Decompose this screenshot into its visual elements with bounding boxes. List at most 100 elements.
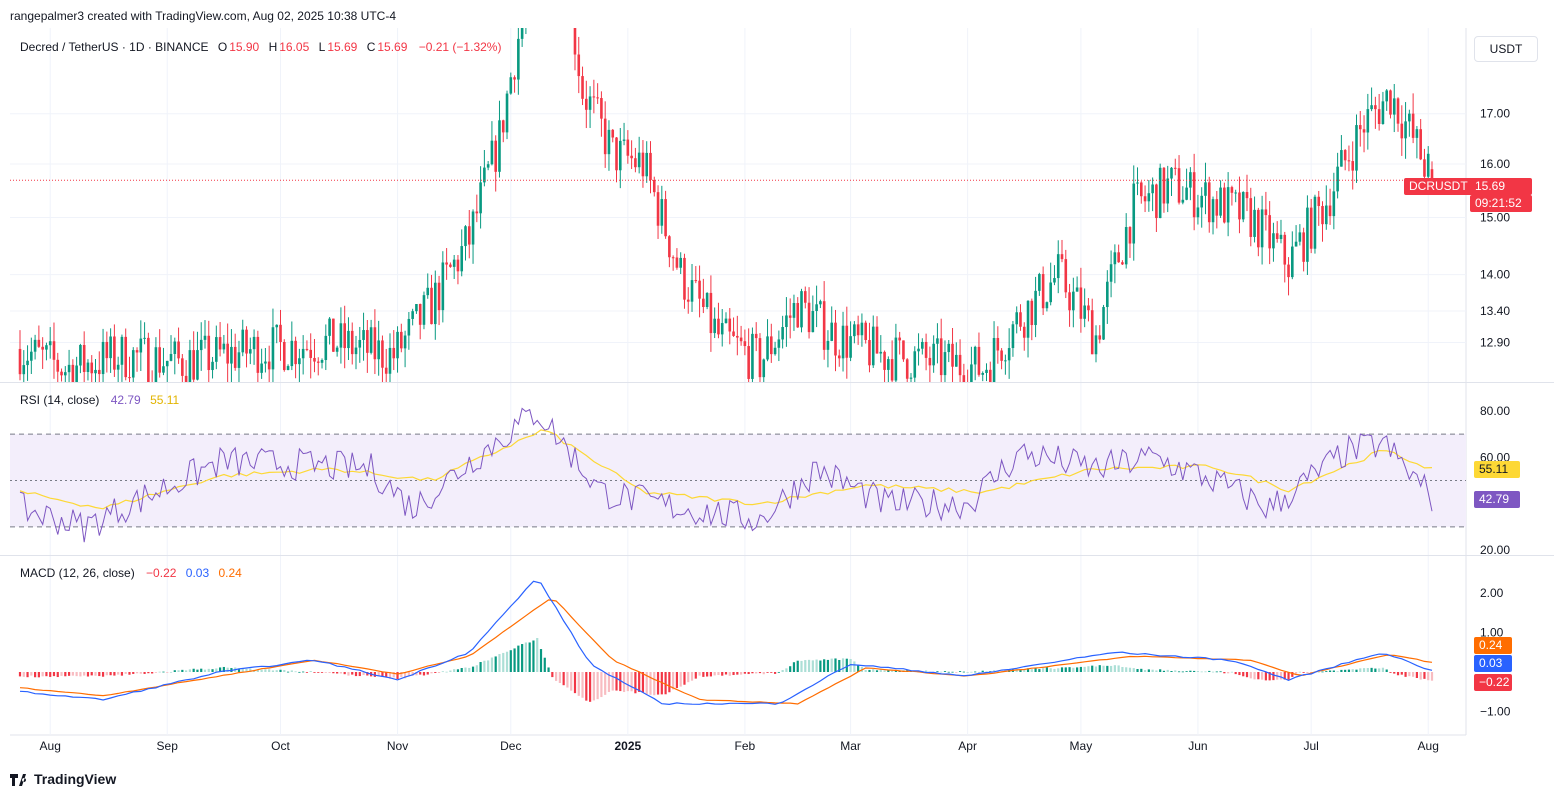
macd-histogram-bar [811,660,814,672]
candle-body [101,341,105,375]
candle-body [1245,192,1249,199]
macd-histogram-bar [789,666,792,672]
macd-histogram-bar [1166,669,1169,672]
candle-body [60,371,63,376]
candle-body [686,299,690,302]
symbol-title: Decred / TetherUS · 1D · BINANCE [20,40,209,54]
macd-histogram-bar [649,672,652,695]
candle-body [970,364,973,382]
signal-legend-value: 0.24 [218,566,242,580]
candle-body [1392,98,1396,115]
candle-body [830,322,834,341]
macd-histogram-bar [1336,671,1339,673]
macd-histogram-bar [1102,665,1105,672]
candle-body [596,97,599,99]
macd-histogram-bar [566,672,569,688]
macd-histogram-bar [1302,672,1305,673]
ohlc-high: 16.05 [279,40,310,54]
candle-body [411,311,414,319]
candle-body [483,167,486,183]
macd-histogram-bar [728,672,731,676]
macd-histogram-bar [826,659,830,672]
macd-histogram-bar [49,672,52,677]
macd-histogram-bar [98,672,101,677]
candle-body [1358,125,1362,130]
candle-body [668,236,671,258]
macd-histogram-bar [60,672,63,676]
macd-histogram-bar [509,650,512,672]
candle-body [305,348,309,350]
candle-body [445,262,448,265]
macd-histogram-bar [388,672,392,679]
macd-histogram-bar [1113,665,1116,672]
macd-histogram-bar [456,669,460,672]
macd-histogram-bar [1400,672,1403,675]
candle-body [645,152,649,177]
macd-histogram-bar [1215,671,1218,673]
candle-body [116,364,120,370]
candle-body [634,158,637,168]
macd-histogram-bar [305,672,309,673]
macd-histogram-bar [951,671,954,673]
candle-body [124,336,128,378]
macd-histogram-bar [392,672,395,678]
macd-histogram-bar [800,660,803,672]
macd-histogram-bar [430,672,433,674]
macd-histogram-bar [434,672,437,673]
candle-body [490,140,494,165]
candle-body [856,324,860,336]
candle-body [1226,187,1230,223]
candle-body [1426,153,1430,177]
macd-histogram-bar [1359,668,1362,672]
currency-unit-button[interactable]: USDT [1474,36,1538,62]
candle-body [128,377,131,379]
macd-histogram-bar [872,669,875,672]
macd-histogram-bar [517,645,520,672]
macd-histogram-bar [407,672,410,676]
candle-body [131,350,135,378]
candle-body [1079,287,1083,319]
macd-histogram-bar [445,671,448,673]
macd-histogram-bar [1393,672,1396,674]
macd-histogram-bar [694,672,697,679]
macd-histogram-bar [887,669,890,672]
macd-histogram-bar [169,671,173,673]
ohlc-change: −0.21 (−1.32%) [418,40,502,54]
macd-histogram-bar [264,669,267,672]
macd-histogram-bar [483,660,486,672]
macd-histogram-bar [562,672,565,686]
candle-body [1064,259,1068,293]
macd-histogram-bar [955,672,958,673]
candle-body [1045,302,1049,309]
candle-body [248,349,252,354]
macd-histogram-bar [1249,672,1252,679]
macd-histogram-bar [1079,666,1082,672]
macd-histogram-bar [1287,672,1290,680]
candle-body [1302,232,1305,262]
macd-histogram-bar [845,658,848,672]
candle-body [498,120,501,172]
macd-histogram-bar [773,672,777,674]
tradingview-branding[interactable]: TradingView [10,771,116,787]
candle-body [41,346,44,350]
pane-separator-macd[interactable] [0,555,1554,556]
candle-body [316,361,320,363]
candle-body [649,152,652,181]
candle-body [422,295,426,325]
pane-separator-rsi[interactable] [0,382,1554,383]
macd-histogram-bar [1257,672,1260,680]
macd-histogram-bar [351,672,354,675]
candle-body [79,344,82,366]
candle-body [1298,232,1302,242]
macd-histogram-bar [857,664,860,672]
candle-body [607,129,611,155]
macd-histogram-bar [936,671,939,673]
candle-body [939,338,943,376]
candle-body [377,340,380,360]
macd-histogram-bar [502,652,505,672]
macd-histogram-bar [1279,672,1283,680]
candle-body [875,326,879,354]
macd-histogram-bar [940,671,943,673]
macd-histogram-bar [1174,670,1177,672]
